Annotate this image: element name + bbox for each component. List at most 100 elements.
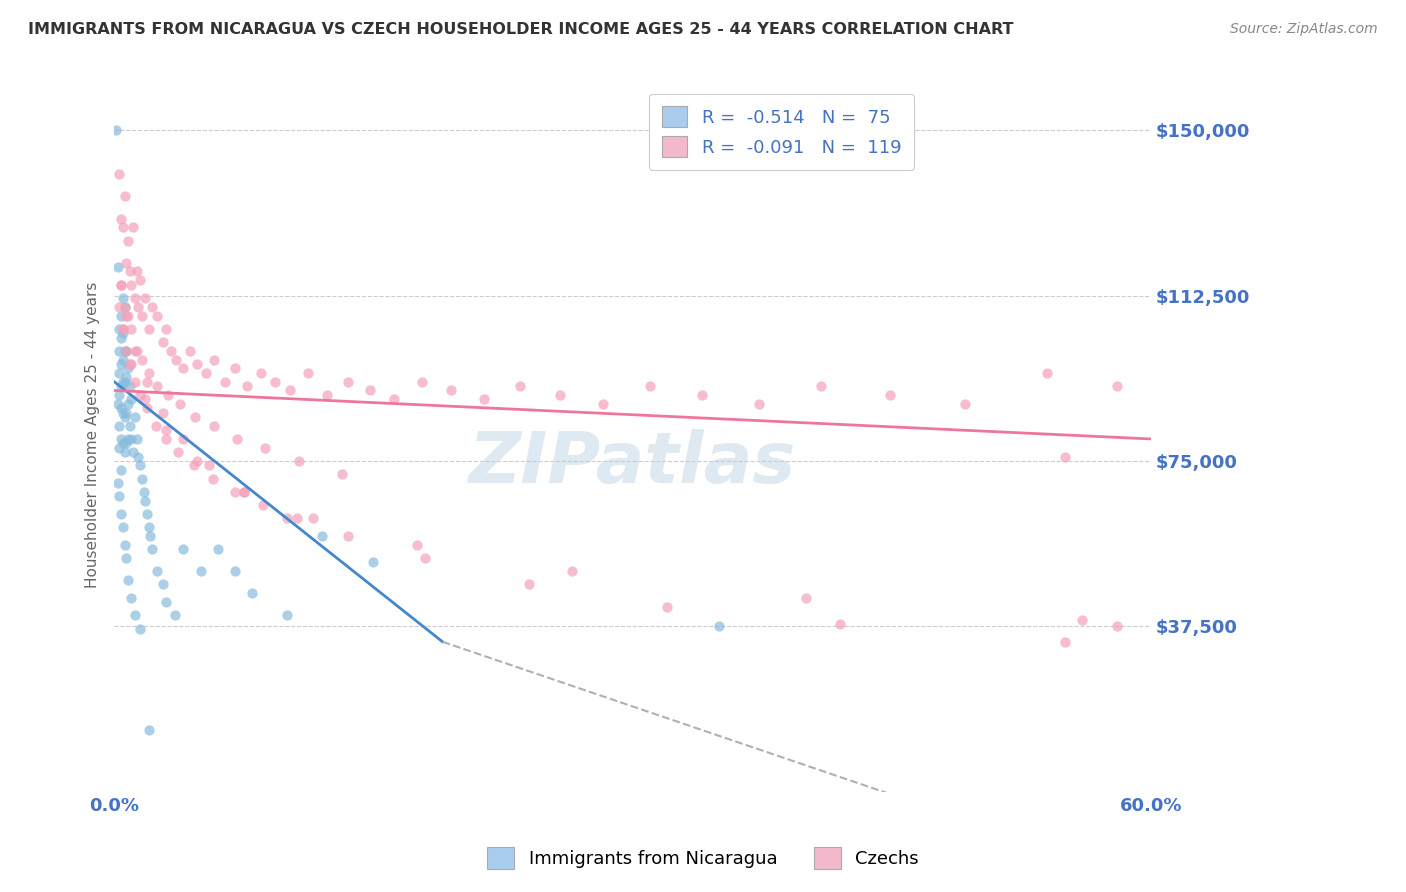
Point	[124, 343, 146, 358]
Point	[115, 405, 138, 419]
Point	[225, 432, 247, 446]
Point	[152, 334, 174, 349]
Point	[110, 401, 132, 416]
Point	[155, 595, 177, 609]
Point	[472, 392, 495, 407]
Point	[302, 511, 325, 525]
Point	[561, 564, 583, 578]
Point	[121, 591, 143, 605]
Point	[117, 361, 139, 376]
Point	[141, 300, 163, 314]
Point	[110, 277, 132, 292]
Point	[236, 379, 259, 393]
Point	[115, 343, 138, 358]
Point	[124, 375, 146, 389]
Point	[117, 234, 139, 248]
Point	[1036, 366, 1059, 380]
Point	[179, 343, 201, 358]
Point	[108, 418, 131, 433]
Point	[382, 392, 405, 407]
Point	[138, 520, 160, 534]
Point	[108, 441, 131, 455]
Point	[131, 309, 153, 323]
Point	[1105, 379, 1128, 393]
Point	[141, 542, 163, 557]
Point	[114, 189, 136, 203]
Point	[146, 309, 169, 323]
Point	[111, 436, 134, 450]
Point	[108, 343, 131, 358]
Point	[127, 450, 149, 464]
Point	[111, 405, 134, 419]
Point	[115, 255, 138, 269]
Point	[138, 322, 160, 336]
Point	[110, 357, 132, 371]
Text: IMMIGRANTS FROM NICARAGUA VS CZECH HOUSEHOLDER INCOME AGES 25 - 44 YEARS CORRELA: IMMIGRANTS FROM NICARAGUA VS CZECH HOUSE…	[28, 22, 1014, 37]
Point	[134, 291, 156, 305]
Point	[111, 375, 134, 389]
Point	[638, 379, 661, 393]
Point	[111, 322, 134, 336]
Point	[114, 300, 136, 314]
Point	[115, 551, 138, 566]
Y-axis label: Householder Income Ages 25 - 44 years: Householder Income Ages 25 - 44 years	[86, 281, 100, 588]
Point	[517, 577, 540, 591]
Point	[114, 300, 136, 314]
Point	[201, 472, 224, 486]
Point	[139, 529, 162, 543]
Point	[114, 409, 136, 424]
Point	[117, 397, 139, 411]
Point	[224, 484, 246, 499]
Point	[253, 441, 276, 455]
Point	[118, 264, 141, 278]
Point	[155, 432, 177, 446]
Point	[129, 622, 152, 636]
Text: ZIPatlas: ZIPatlas	[470, 429, 796, 498]
Point	[136, 507, 159, 521]
Point	[138, 723, 160, 737]
Point	[134, 392, 156, 407]
Point	[592, 397, 614, 411]
Point	[794, 591, 817, 605]
Point	[155, 322, 177, 336]
Legend: R =  -0.514   N =  75, R =  -0.091   N =  119: R = -0.514 N = 75, R = -0.091 N = 119	[650, 94, 914, 169]
Point	[810, 379, 832, 393]
Point	[405, 538, 427, 552]
Point	[152, 405, 174, 419]
Point	[172, 432, 194, 446]
Point	[110, 277, 132, 292]
Point	[336, 375, 359, 389]
Point	[115, 343, 138, 358]
Point	[172, 542, 194, 557]
Point	[118, 418, 141, 433]
Point	[131, 352, 153, 367]
Point	[114, 375, 136, 389]
Point	[297, 366, 319, 380]
Point	[124, 291, 146, 305]
Point	[122, 445, 145, 459]
Point	[117, 573, 139, 587]
Point	[111, 220, 134, 235]
Point	[690, 388, 713, 402]
Point	[132, 484, 155, 499]
Point	[108, 489, 131, 503]
Point	[152, 577, 174, 591]
Point	[111, 326, 134, 341]
Point	[165, 352, 187, 367]
Point	[1053, 634, 1076, 648]
Point	[121, 392, 143, 407]
Point	[411, 375, 433, 389]
Point	[110, 330, 132, 344]
Point	[169, 397, 191, 411]
Point	[276, 511, 298, 525]
Point	[250, 366, 273, 380]
Point	[548, 388, 571, 402]
Point	[115, 436, 138, 450]
Point	[224, 564, 246, 578]
Point	[186, 454, 208, 468]
Point	[129, 273, 152, 287]
Point	[108, 168, 131, 182]
Point	[118, 357, 141, 371]
Legend: Immigrants from Nicaragua, Czechs: Immigrants from Nicaragua, Czechs	[478, 838, 928, 879]
Point	[440, 384, 463, 398]
